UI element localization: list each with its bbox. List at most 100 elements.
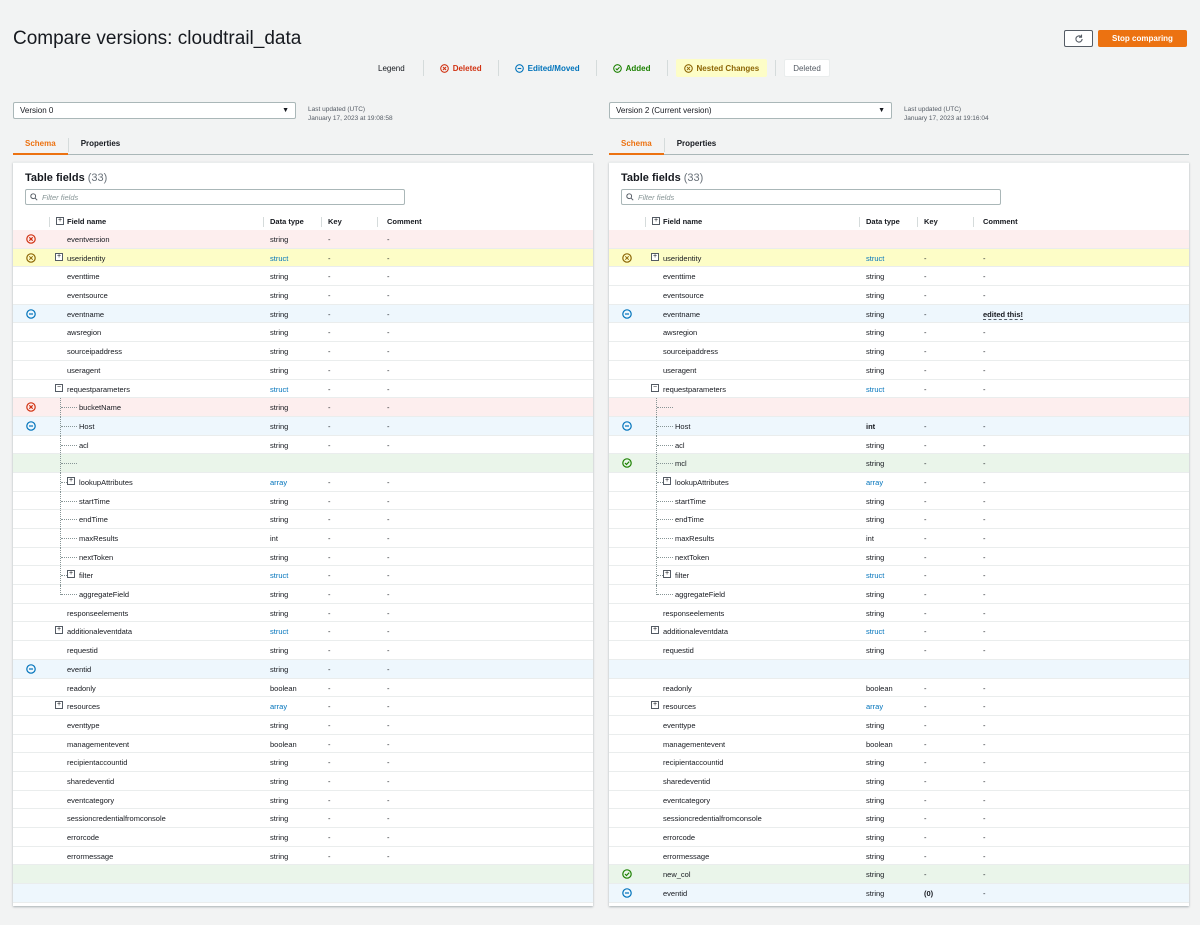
comment-value: - (983, 889, 986, 899)
comment-value: - (387, 608, 390, 618)
expand-icon[interactable]: + (651, 252, 659, 261)
stop-comparing-button[interactable]: Stop comparing (1098, 30, 1187, 47)
expand-all-icon[interactable]: + (652, 217, 660, 225)
data-type[interactable]: struct (270, 627, 289, 637)
edited-icon (26, 664, 36, 674)
data-type[interactable]: struct (270, 571, 289, 581)
expand-icon[interactable]: + (55, 626, 63, 635)
table-title: Table fields (33) (25, 172, 107, 184)
comment-value: - (983, 646, 986, 656)
version-select-right[interactable]: Version 2 (Current version) ▼ (609, 102, 892, 119)
data-type[interactable]: struct (270, 384, 289, 394)
col-data-type[interactable]: Data type (866, 217, 900, 226)
expand-icon[interactable]: + (663, 476, 671, 485)
col-comment[interactable]: Comment (387, 217, 422, 226)
table-row: eventcategory string - - (13, 791, 593, 810)
data-type[interactable]: array (270, 477, 288, 487)
data-type: string (270, 590, 289, 600)
data-type[interactable]: struct (270, 253, 289, 263)
field-name: eventtype (663, 720, 696, 730)
field-name: startTime (79, 496, 110, 506)
key-value: - (924, 608, 927, 618)
field-name: errorcode (663, 833, 696, 842)
filter-input[interactable]: Filter fields (621, 189, 1001, 205)
field-name: acl (675, 440, 685, 450)
table-row: + filter struct - - (13, 566, 593, 586)
field-name: responseelements (67, 608, 129, 618)
tree-line (61, 481, 67, 483)
tab-properties[interactable]: Properties (676, 139, 717, 148)
expand-icon[interactable]: + (67, 476, 75, 485)
comment-value: - (983, 440, 986, 450)
data-type[interactable]: struct (866, 627, 885, 637)
data-type[interactable]: array (270, 702, 288, 712)
expand-icon[interactable]: + (651, 701, 659, 710)
data-type: string (270, 814, 289, 824)
data-type[interactable]: array (866, 702, 884, 712)
col-data-type[interactable]: Data type (270, 217, 304, 226)
key-value: - (924, 627, 927, 637)
comment-value: - (387, 833, 390, 842)
col-field-name[interactable]: Field name (67, 217, 107, 226)
field-count: (33) (87, 172, 108, 184)
field-name: requestparameters (663, 384, 726, 394)
data-type[interactable]: array (866, 477, 884, 487)
field-name: eventname (67, 309, 105, 319)
expand-icon[interactable]: + (67, 570, 75, 579)
deleted-icon (26, 402, 36, 412)
table-row: errormessage string - - (13, 847, 593, 866)
comment-value: - (983, 384, 986, 394)
expand-icon[interactable]: + (55, 701, 63, 710)
key-value: - (328, 552, 331, 562)
data-type[interactable]: struct (866, 571, 885, 581)
expand-icon[interactable]: + (55, 252, 63, 261)
table-row: errorcode string - - (609, 828, 1189, 847)
version-select-left[interactable]: Version 0 ▼ (13, 102, 296, 119)
table-row: eventname string - - (13, 304, 593, 324)
tree-line (656, 491, 657, 511)
last-updated-value: January 17, 2023 at 19:08:58 (308, 115, 393, 122)
tree-line (61, 425, 77, 427)
field-name: requestparameters (67, 384, 130, 394)
col-key[interactable]: Key (328, 217, 342, 226)
col-field-name[interactable]: Field name (663, 217, 703, 226)
comment-value: - (387, 347, 390, 357)
tree-line (657, 500, 673, 502)
tab-schema[interactable]: Schema (609, 134, 664, 155)
expand-all-icon[interactable]: + (56, 217, 64, 225)
key-value: - (328, 776, 331, 786)
collapse-icon[interactable]: − (55, 383, 63, 392)
data-type: string (866, 776, 885, 786)
table-row: new_col string - - (609, 865, 1189, 885)
data-type: string (866, 608, 885, 618)
data-type[interactable]: struct (866, 253, 885, 263)
table-row: sharedeventid string - - (609, 772, 1189, 791)
expand-icon[interactable]: + (663, 570, 671, 579)
filter-input[interactable]: Filter fields (25, 189, 405, 205)
key-value: - (924, 590, 927, 600)
tab-properties[interactable]: Properties (80, 139, 121, 148)
edited-icon (26, 421, 36, 431)
edited-icon (514, 63, 524, 73)
col-comment[interactable]: Comment (983, 217, 1018, 226)
data-type: string (270, 440, 289, 450)
comment-value: - (983, 534, 986, 543)
field-name: recipientaccountid (67, 758, 128, 768)
field-name: errorcode (67, 833, 100, 842)
tree-line (61, 444, 77, 446)
tab-schema[interactable]: Schema (13, 134, 68, 155)
tabs: Schema Properties (609, 134, 1189, 155)
refresh-button[interactable] (1064, 30, 1093, 47)
expand-icon[interactable]: + (651, 626, 659, 635)
comment-value: - (387, 776, 390, 786)
divider (595, 60, 597, 76)
key-value: - (924, 477, 927, 487)
data-type: int (866, 421, 876, 431)
tree-line (657, 463, 673, 465)
col-key[interactable]: Key (924, 217, 938, 226)
data-type[interactable]: struct (866, 384, 885, 394)
legend-edited-label: Edited/Moved (527, 63, 580, 73)
collapse-icon[interactable]: − (651, 383, 659, 392)
comment-value: - (387, 291, 390, 301)
field-name: lookupAttributes (675, 477, 729, 487)
